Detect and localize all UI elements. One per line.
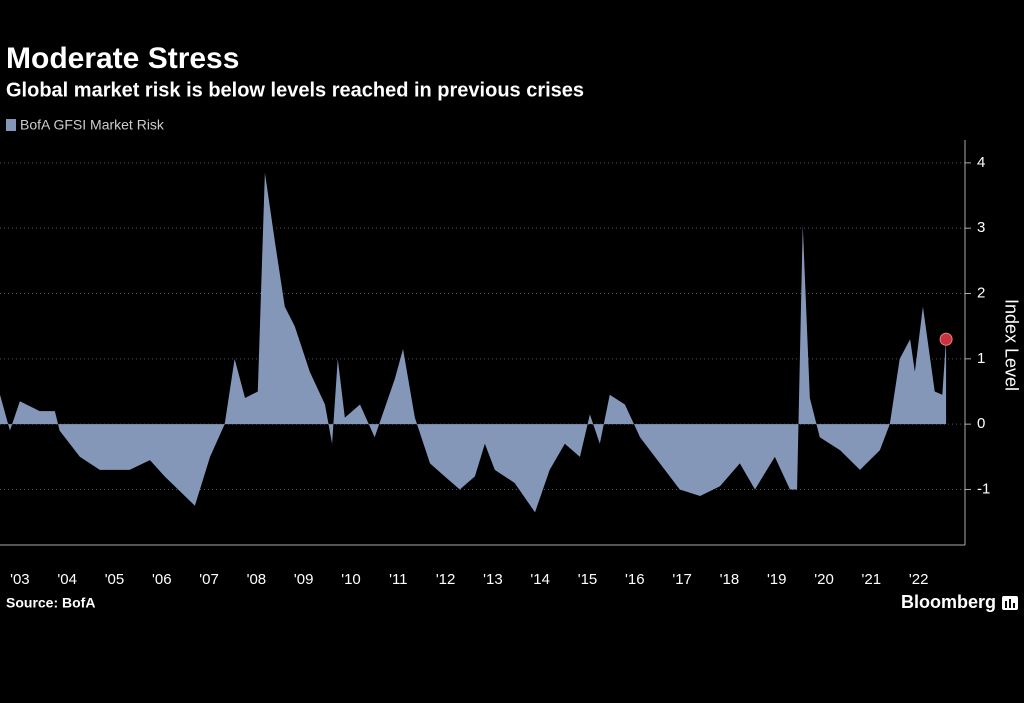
y-tick-label: 0 xyxy=(977,415,985,432)
y-tick-label: -1 xyxy=(977,480,990,497)
y-axis-label: Index Level xyxy=(1001,299,1021,391)
legend-swatch xyxy=(6,119,16,131)
x-tick-label: '07 xyxy=(199,571,219,588)
x-tick-label: '21 xyxy=(862,571,882,588)
x-tick-label: '22 xyxy=(909,571,929,588)
y-tick-label: 2 xyxy=(977,284,985,301)
chart-subtitle: Global market risk is below levels reach… xyxy=(6,79,584,101)
y-tick-label: 3 xyxy=(977,219,985,236)
x-tick-label: '06 xyxy=(152,571,172,588)
source: Source: BofA xyxy=(6,595,95,611)
brand-icon xyxy=(1002,596,1018,610)
brand: Bloomberg xyxy=(901,592,996,612)
x-tick-label: '04 xyxy=(57,571,77,588)
y-tick-label: 4 xyxy=(977,154,985,171)
chart-title: Moderate Stress xyxy=(6,42,239,75)
x-tick-label: '11 xyxy=(389,571,407,588)
x-tick-label: '18 xyxy=(720,571,740,588)
x-tick-label: '05 xyxy=(105,571,125,588)
x-tick-label: '15 xyxy=(578,571,598,588)
x-tick-label: '03 xyxy=(10,571,30,588)
x-tick-label: '08 xyxy=(247,571,267,588)
x-tick-label: '13 xyxy=(483,571,503,588)
x-tick-label: '19 xyxy=(767,571,787,588)
x-tick-label: '12 xyxy=(436,571,456,588)
x-tick-label: '17 xyxy=(672,571,692,588)
latest-marker xyxy=(939,332,953,346)
x-tick-label: '16 xyxy=(625,571,645,588)
area xyxy=(0,172,947,513)
x-tick-label: '09 xyxy=(294,571,314,588)
x-tick-label: '10 xyxy=(341,571,361,588)
x-tick-label: '14 xyxy=(530,571,550,588)
y-tick-label: 1 xyxy=(977,350,985,367)
legend-label: BofA GFSI Market Risk xyxy=(20,117,165,133)
x-tick-label: '20 xyxy=(814,571,834,588)
